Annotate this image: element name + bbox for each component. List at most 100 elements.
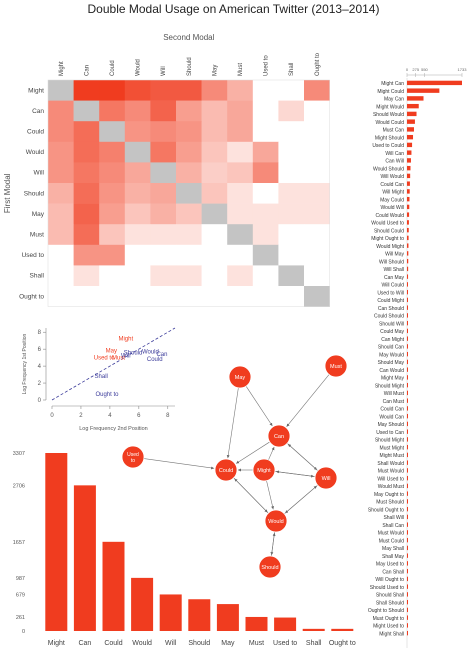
scatter-x-tick-label: 8 bbox=[166, 413, 170, 419]
ranked-bar bbox=[407, 235, 409, 241]
network-node-label: Would bbox=[268, 519, 284, 525]
ranked-bar-tick-label: 0 bbox=[406, 67, 409, 72]
bar-y-tick-label: 3307 bbox=[13, 451, 25, 457]
heatmap-col-label: Would bbox=[136, 59, 142, 76]
heatmap-cell bbox=[176, 224, 202, 246]
heatmap-cell bbox=[201, 100, 228, 122]
heatmap-cell bbox=[227, 265, 254, 287]
ranked-bar-label: Shall Will bbox=[383, 515, 404, 521]
heatmap-row-label: Will bbox=[34, 170, 45, 177]
scatter-point-label: Ought to bbox=[95, 392, 119, 398]
bar bbox=[45, 453, 68, 631]
ranked-bar bbox=[407, 382, 408, 388]
ranked-bar-label: Would Must bbox=[378, 484, 405, 490]
bar-category-label: May bbox=[221, 640, 235, 647]
heatmap-cell bbox=[304, 203, 330, 225]
ranked-bar bbox=[407, 475, 408, 481]
ranked-bar-label: Will Shall bbox=[383, 267, 404, 273]
ranked-bar-label: Shall May bbox=[382, 554, 404, 560]
heatmap-cell bbox=[124, 286, 151, 307]
ranked-bar bbox=[407, 336, 408, 341]
ranked-bar-label: Can May bbox=[384, 275, 405, 281]
heatmap-cell bbox=[99, 121, 126, 143]
ranked-bar-label: Will Should bbox=[379, 259, 404, 265]
heatmap-col-label: Must bbox=[238, 63, 244, 76]
network-node bbox=[121, 445, 145, 469]
ranked-bar-label: Will Must bbox=[384, 391, 405, 397]
ranked-bar-label: May Should bbox=[378, 422, 405, 428]
heatmap-cell bbox=[278, 224, 305, 246]
bar-category-label: Must bbox=[249, 640, 264, 647]
ranked-bar bbox=[407, 522, 408, 527]
heatmap-cell bbox=[48, 162, 74, 184]
heatmap-cell bbox=[48, 80, 74, 101]
bar bbox=[274, 617, 297, 631]
ranked-bar-label: Should Ought to bbox=[368, 507, 404, 513]
ranked-bar bbox=[407, 119, 415, 124]
heatmap-cell bbox=[176, 141, 202, 163]
heatmap-row-label: Can bbox=[32, 108, 44, 115]
scatter-x-tick-label: 0 bbox=[50, 413, 54, 419]
network-edge bbox=[143, 458, 215, 470]
heatmap-col-label: May bbox=[212, 65, 218, 76]
ranked-bar-label: Would Used to bbox=[371, 221, 404, 227]
heatmap-cell bbox=[304, 183, 330, 204]
ranked-bar-label: Used to Can bbox=[376, 430, 404, 436]
ranked-bar bbox=[407, 305, 408, 310]
bar-category-label: Could bbox=[104, 640, 122, 647]
heatmap-cell bbox=[252, 265, 279, 287]
scatter-x-tick-label: 6 bbox=[137, 413, 141, 419]
network-edge bbox=[275, 470, 316, 477]
heatmap-cell bbox=[227, 224, 254, 246]
heatmap-y-axis-title: First Modal bbox=[3, 173, 12, 213]
ranked-bar-label: Can Will bbox=[385, 159, 404, 165]
scatter-y-axis-title: Log Frequency 1st Position bbox=[22, 333, 28, 394]
bar bbox=[245, 616, 268, 631]
heatmap-cell bbox=[73, 80, 100, 101]
ranked-bar bbox=[407, 545, 408, 551]
ranked-bar-label: Should May bbox=[378, 360, 405, 366]
heatmap-cell bbox=[176, 80, 202, 101]
heatmap-cell bbox=[99, 224, 126, 246]
heatmap-cell bbox=[48, 265, 74, 287]
heatmap-cell bbox=[278, 183, 305, 204]
ranked-bar-label: Might Used to bbox=[373, 624, 404, 630]
ranked-bar-label: Might May bbox=[381, 376, 405, 382]
ranked-bar-label: Should Used to bbox=[370, 585, 404, 591]
network-node-label: Might bbox=[257, 468, 271, 474]
network-edge bbox=[284, 485, 318, 515]
heatmap-cell bbox=[227, 244, 254, 266]
ranked-bar bbox=[407, 189, 410, 194]
heatmap-frame bbox=[47, 79, 330, 307]
bar bbox=[131, 577, 154, 631]
ranked-bar-label: Used to Could bbox=[372, 143, 404, 149]
ranked-bar bbox=[407, 406, 408, 411]
heatmap-cell bbox=[73, 162, 100, 184]
heatmap-col-label: Used to bbox=[264, 55, 270, 76]
bar bbox=[331, 628, 354, 631]
ranked-bar-label: Shall Would bbox=[377, 461, 404, 467]
ranked-bar-label: Used to Will bbox=[377, 290, 404, 296]
ranked-bar-label: Could Should bbox=[374, 314, 404, 320]
heatmap-cell bbox=[201, 244, 228, 266]
ranked-bar-label: Might Could bbox=[377, 89, 404, 95]
heatmap-cell bbox=[150, 100, 177, 122]
scatter-x-tick-label: 2 bbox=[79, 413, 83, 419]
ranked-bar bbox=[407, 150, 412, 155]
heatmap-cell bbox=[252, 162, 279, 184]
heatmap-cell bbox=[48, 224, 74, 246]
heatmap-cell bbox=[227, 162, 254, 184]
ranked-bar-label: Should Can bbox=[378, 345, 404, 351]
heatmap-cell bbox=[150, 162, 177, 184]
ranked-bar-label: May Can bbox=[384, 97, 404, 103]
heatmap-cell bbox=[124, 80, 151, 101]
network-node bbox=[267, 424, 291, 448]
network-node-label: Will bbox=[322, 476, 331, 482]
network-node bbox=[314, 466, 338, 490]
ranked-bar bbox=[407, 282, 408, 287]
ranked-bar bbox=[407, 615, 408, 620]
ranked-bar bbox=[407, 351, 408, 357]
ranked-bar bbox=[407, 297, 408, 303]
heatmap-cell bbox=[124, 162, 151, 184]
network-node-label: May bbox=[235, 375, 246, 381]
